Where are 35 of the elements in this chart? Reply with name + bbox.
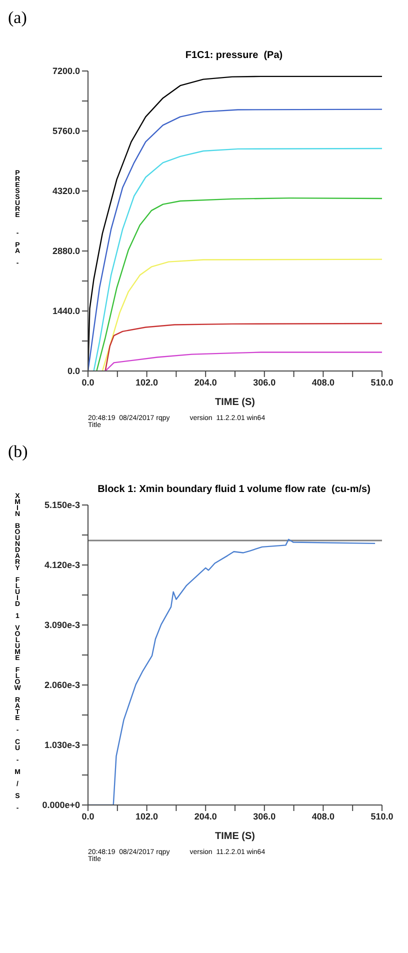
x-axis-title: TIME (S) [215, 397, 255, 408]
x-tick-label: 0.0 [82, 377, 94, 388]
y-tick-label: 2880.0 [52, 246, 80, 256]
x-tick-label: 306.0 [253, 377, 276, 388]
x-tick-label: 102.0 [136, 811, 158, 822]
y-tick-label: 4.120e-3 [44, 560, 80, 570]
y-tick-label: 4320.0 [52, 186, 80, 196]
y-tick-label: 5760.0 [52, 126, 80, 136]
text: (a) [8, 8, 28, 29]
x-tick-label: 306.0 [253, 811, 276, 822]
y-tick-label: 1440.0 [52, 306, 80, 316]
x-tick-label: 408.0 [312, 811, 334, 822]
y-tick-label: 0.000e+0 [42, 800, 80, 810]
line-series [104, 352, 382, 371]
line-series [102, 258, 382, 371]
y-tick-label: 7200.0 [52, 66, 80, 76]
y-tick-label: 5.150e-3 [44, 500, 80, 510]
line-series [96, 197, 382, 371]
y-tick-label: 1.030e-3 [44, 740, 80, 750]
x-axis-title: TIME (S) [215, 830, 255, 842]
y-tick-label: 3.090e-3 [44, 620, 80, 630]
x-tick-label: 204.0 [194, 811, 217, 822]
y-tick-label: 2.060e-3 [44, 680, 80, 690]
line-series [93, 148, 382, 371]
x-tick-label: 102.0 [136, 377, 158, 388]
x-tick-label: 204.0 [194, 377, 217, 388]
x-tick-label: 408.0 [312, 377, 334, 388]
chart-title: F1C1: pressure (Pa) [184, 50, 284, 61]
x-tick-label: 510.0 [370, 811, 394, 822]
line-series [104, 322, 382, 371]
x-tick-label: 510.0 [370, 377, 394, 388]
y-tick-label: 0.0 [67, 366, 80, 376]
text: (b) [8, 442, 29, 463]
chart-title: Block 1: Xmin boundary fluid 1 volume flow rate (cu-m/s) [96, 484, 372, 495]
x-tick-label: 0.0 [82, 811, 94, 822]
